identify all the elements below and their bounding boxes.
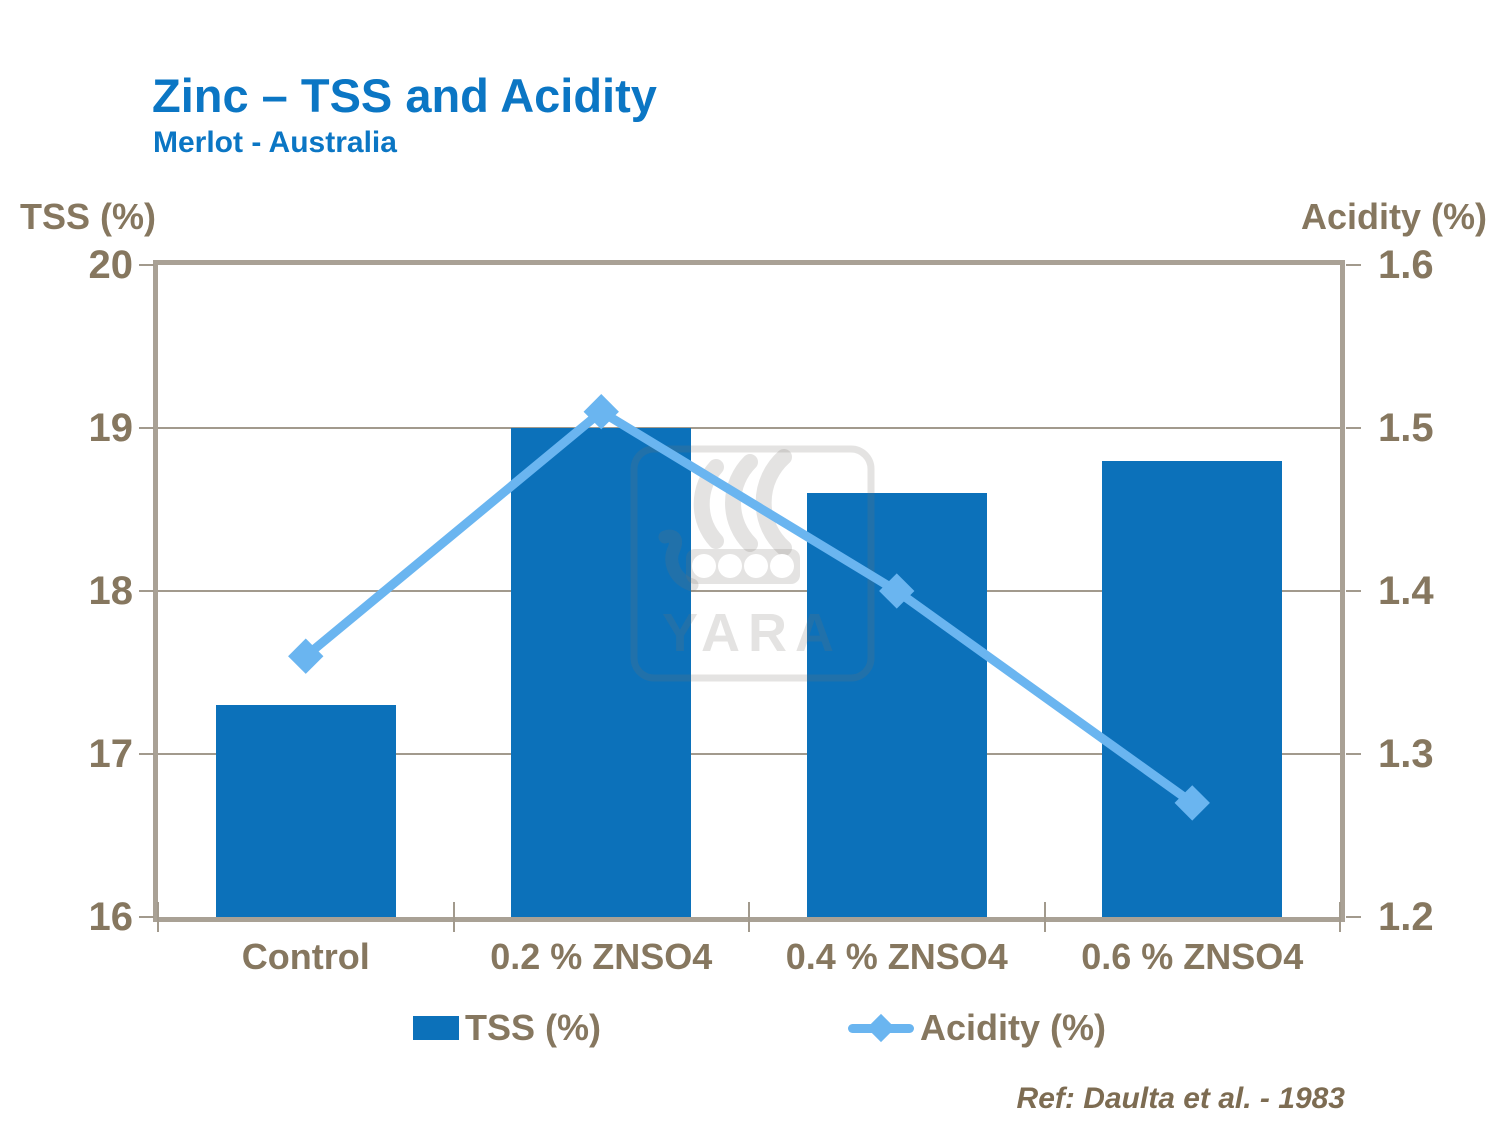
right-axis-title: Acidity (%) (1300, 196, 1487, 237)
plot-area: YARA (153, 260, 1345, 922)
category-label-2: 0.2 % ZNSO4 (490, 936, 713, 977)
left-tick-mark (139, 753, 154, 755)
left-axis-title: TSS (%) (20, 196, 157, 237)
right-tick-mark (1346, 916, 1361, 918)
legend-item-acidity: Acidity (%) (848, 1007, 1107, 1048)
left-tick-label: 17 (88, 732, 134, 776)
left-tick-label: 19 (88, 406, 134, 450)
right-tick-mark (1346, 427, 1361, 429)
left-tick-label: 18 (88, 569, 134, 613)
right-tick-mark (1346, 264, 1361, 266)
watermark-shields (692, 554, 794, 578)
bar-tss-4 (1102, 460, 1283, 917)
category-label-1: Control (241, 936, 370, 977)
tss-legend-label: TSS (%) (465, 1007, 602, 1048)
left-tick-label: 20 (88, 243, 134, 287)
left-tick-mark (139, 427, 154, 429)
legend-item-tss: TSS (%) (413, 1007, 602, 1048)
acidity-legend-swatch (848, 1013, 914, 1043)
watermark-hull (686, 549, 800, 584)
bar-tss-2 (511, 428, 692, 917)
right-tick-label: 1.4 (1378, 569, 1434, 613)
right-tick-label: 1.6 (1378, 243, 1434, 287)
bar-tss-3 (806, 493, 987, 917)
reference-text: Ref: Daulta et al. - 1983 (1016, 1082, 1345, 1115)
category-label-3: 0.4 % ZNSO4 (785, 936, 1008, 977)
right-tick-label: 1.5 (1378, 406, 1434, 450)
tss-legend-swatch (413, 1016, 459, 1040)
left-tick-mark (139, 916, 154, 918)
left-tick-mark (139, 264, 154, 266)
watermark-sail-arc (693, 459, 724, 549)
category-label-4: 0.6 % ZNSO4 (1081, 936, 1304, 977)
acidity-legend-label: Acidity (%) (920, 1007, 1107, 1048)
right-tick-label: 1.2 (1378, 895, 1434, 939)
left-tick-label: 16 (88, 895, 134, 939)
acidity-line (302, 407, 1195, 807)
right-tick-mark (1346, 590, 1361, 592)
gridline (158, 427, 1340, 429)
acidity-marker-1 (288, 638, 324, 674)
acidity-marker-2 (583, 394, 619, 430)
chart-title: Zinc – TSS and Acidity (152, 69, 657, 122)
right-tick-label: 1.3 (1378, 732, 1434, 776)
watermark-sail-arc (755, 449, 792, 556)
watermark-sail-arc (725, 454, 758, 552)
left-tick-mark (139, 590, 154, 592)
chart-subtitle: Merlot - Australia (153, 126, 397, 159)
right-tick-mark (1346, 753, 1361, 755)
bar-tss-1 (215, 705, 396, 917)
